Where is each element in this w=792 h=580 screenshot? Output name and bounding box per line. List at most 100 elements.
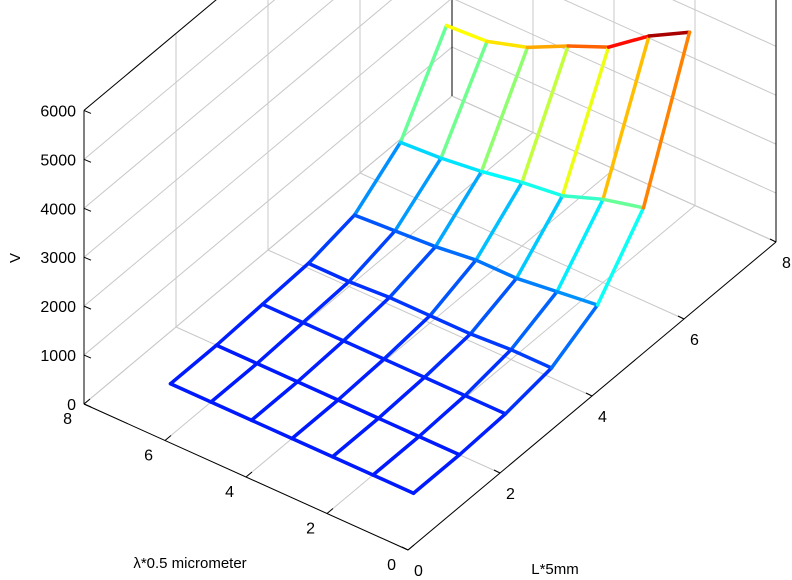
box-edge [83, 0, 217, 111]
x-tick-label: 6 [690, 332, 699, 349]
mesh-segment [560, 193, 605, 202]
mesh-segment [549, 303, 600, 370]
mesh-segment [214, 302, 265, 347]
z-tick-label: 3000 [40, 250, 76, 267]
z-tick-mark [83, 158, 92, 163]
mesh-segment [555, 289, 600, 307]
x-tick-mark [401, 546, 409, 551]
z-tick-label: 2000 [40, 299, 76, 316]
mesh-segment [433, 169, 484, 249]
mesh-segment [560, 45, 611, 198]
mesh-segment [474, 258, 519, 281]
mesh-segment [249, 380, 300, 422]
y-tick-mark [407, 544, 415, 551]
y-axis-label: λ*0.5 micrometer [133, 555, 246, 572]
mesh-segment [387, 244, 438, 300]
mesh-segment [647, 30, 692, 38]
mesh-segment [606, 34, 651, 49]
mesh-segment [393, 229, 438, 249]
mesh-segment [301, 320, 346, 343]
mesh-segment [514, 193, 565, 281]
mesh-segment [411, 453, 462, 495]
gridline [83, 95, 453, 405]
mesh-segment [376, 416, 421, 439]
mesh-segment [509, 347, 554, 370]
mesh-segment [306, 213, 357, 266]
z-tick-mark [83, 207, 92, 212]
z-tick-mark [83, 403, 92, 408]
mesh-segment [352, 140, 403, 217]
mesh-segment [468, 276, 519, 336]
mesh-segment [457, 412, 508, 457]
mesh-segment [371, 434, 421, 477]
mesh-segment [433, 244, 478, 262]
mesh-segment [290, 436, 335, 459]
mesh-segment [520, 44, 570, 185]
mesh-segment [601, 197, 646, 210]
mesh-segment [422, 332, 473, 380]
mesh-segment [260, 302, 305, 325]
y-tick-mark [164, 435, 172, 441]
mesh-segment [347, 229, 397, 284]
mesh-segment [566, 44, 611, 49]
mesh-segment [428, 258, 478, 318]
y-tick-label: 4 [225, 484, 234, 501]
mesh-segment [463, 347, 513, 398]
mesh-segment [422, 375, 467, 398]
mesh-segment [601, 34, 651, 202]
mesh-segment [463, 393, 508, 416]
mesh-segment [341, 339, 386, 361]
mesh-segment [168, 343, 219, 386]
y-tick-mark [326, 508, 334, 514]
mesh-segment [428, 313, 473, 336]
mesh-segment [255, 361, 300, 384]
mesh-segment [347, 279, 392, 300]
z-axis-label: V [7, 253, 24, 263]
mesh-segment [525, 44, 570, 50]
z-tick-label: 0 [67, 397, 76, 414]
mesh-segment [393, 156, 443, 233]
x-tick-label: 4 [598, 409, 607, 426]
x-tick-mark [677, 315, 685, 320]
mesh-segment [209, 400, 254, 422]
mesh-segment [336, 398, 381, 420]
mesh-segment [301, 279, 351, 325]
z-tick-mark [83, 256, 92, 261]
y-tick-label: 6 [144, 448, 153, 465]
mesh-segment [260, 261, 311, 307]
mesh-segment [439, 39, 489, 160]
mesh-segment [509, 289, 559, 352]
y-tick-mark [83, 398, 91, 405]
z-tick-mark [83, 354, 92, 359]
mesh-segment [641, 30, 692, 210]
mesh-segment [479, 45, 530, 174]
x-tick-mark [585, 392, 593, 397]
z-tick-label: 5000 [40, 152, 76, 169]
mesh-segment [474, 180, 524, 262]
axes-grid [83, 0, 777, 551]
x-tick-label: 0 [414, 563, 423, 580]
mesh-segment [330, 416, 381, 459]
mesh-segment [295, 339, 346, 384]
y-tick-label: 8 [63, 411, 72, 428]
y-tick-label: 0 [387, 557, 396, 574]
mesh-segment [371, 473, 416, 495]
mesh-segment [503, 366, 554, 416]
mesh-segment [417, 434, 462, 457]
mesh-segment [336, 357, 386, 402]
mesh-segment [439, 156, 484, 174]
mesh-segment [468, 332, 513, 352]
z-tick-label: 1000 [40, 348, 76, 365]
mesh-segment [306, 261, 351, 284]
mesh-segment [485, 39, 530, 50]
mesh-segment [168, 382, 213, 404]
y-tick-mark [245, 471, 253, 478]
mesh-segment [295, 380, 340, 402]
mesh-segment [520, 180, 565, 198]
mesh-segment [382, 357, 427, 380]
mesh-segment [387, 295, 432, 318]
z-tick-label: 4000 [40, 201, 76, 218]
mesh-segment [352, 213, 397, 233]
